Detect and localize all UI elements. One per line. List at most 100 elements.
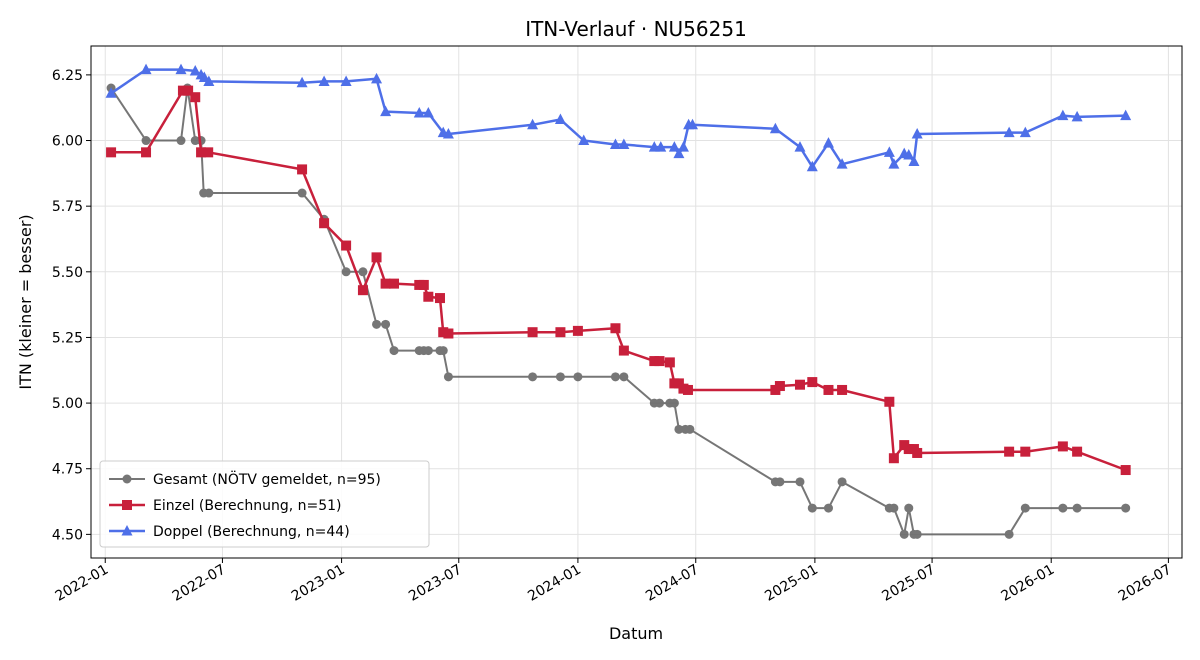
- data-point: [297, 188, 307, 198]
- data-point: [682, 384, 693, 395]
- data-point: [1120, 465, 1131, 476]
- legend-entry: [109, 525, 145, 536]
- y-tick-label: 6.00: [52, 134, 83, 150]
- series-circle: [106, 83, 1131, 539]
- data-point: [106, 147, 117, 158]
- data-point: [422, 106, 434, 118]
- data-point: [443, 328, 454, 339]
- x-tick-label: 2024-01: [525, 562, 584, 605]
- data-point: [837, 384, 848, 395]
- data-point: [655, 141, 667, 152]
- data-point: [371, 252, 382, 263]
- series-square: [106, 85, 1131, 476]
- data-point: [141, 136, 151, 146]
- data-point: [105, 87, 117, 98]
- data-point: [610, 372, 620, 382]
- data-point: [1020, 446, 1031, 457]
- x-tick-label: 2024-07: [643, 562, 702, 605]
- data-point: [1057, 109, 1069, 121]
- legend-entry: [109, 474, 145, 484]
- data-point: [1004, 446, 1015, 457]
- data-point: [903, 148, 915, 160]
- data-point: [654, 398, 664, 408]
- data-point: [318, 75, 330, 86]
- data-point: [807, 377, 818, 388]
- data-point: [618, 345, 629, 356]
- data-point: [196, 147, 207, 158]
- data-point: [297, 164, 308, 175]
- legend-box: [99, 460, 430, 548]
- data-point: [669, 398, 679, 408]
- data-point: [664, 357, 675, 368]
- x-axis-ticks: 2022-01 2022-07 2023-01 2023-07 2024-01 2024-…: [53, 558, 1174, 605]
- data-point: [1121, 503, 1131, 513]
- data-point: [413, 106, 425, 118]
- data-point: [904, 503, 914, 513]
- data-point: [1120, 109, 1132, 121]
- data-point: [795, 477, 805, 487]
- data-point: [884, 396, 895, 407]
- data-point: [775, 477, 785, 487]
- y-tick-label: 4.50: [52, 527, 83, 543]
- data-point: [889, 503, 899, 513]
- data-point: [371, 72, 383, 84]
- legend: Gesamt (NÖTV gemeldet, n=95) Einzel (Bere…: [99, 460, 430, 548]
- data-point: [794, 141, 806, 152]
- data-point: [190, 92, 201, 103]
- data-point: [442, 127, 454, 139]
- data-point: [883, 146, 895, 157]
- data-point: [555, 327, 566, 338]
- data-point: [769, 122, 781, 134]
- data-point: [423, 291, 434, 302]
- data-point: [1003, 126, 1015, 138]
- data-point: [687, 118, 699, 130]
- data-point: [794, 379, 805, 390]
- x-tick-label: 2023-01: [289, 562, 348, 605]
- plot-frame: [90, 45, 1183, 559]
- data-point: [443, 372, 453, 382]
- data-point: [434, 293, 445, 304]
- data-point: [908, 155, 920, 167]
- data-point: [1020, 503, 1030, 513]
- legend-label: Doppel (Berechnung, n=44): [153, 524, 350, 540]
- y-tick-label: 5.25: [52, 330, 83, 346]
- chart-title: ITN-Verlauf · NU56251: [525, 17, 747, 41]
- y-axis-ticks: 4.50 4.75 5.00 5.25 5.50 5.75 6.00 6.25: [52, 68, 91, 543]
- y-tick-label: 5.50: [52, 265, 83, 281]
- y-tick-label: 5.75: [52, 199, 83, 215]
- data-point: [673, 147, 685, 159]
- series-line: [110, 68, 1126, 169]
- data-point: [527, 327, 538, 338]
- data-point: [673, 378, 684, 389]
- data-point: [823, 503, 833, 513]
- x-tick-label: 2022-01: [53, 562, 112, 605]
- y-tick-label: 5.00: [52, 396, 83, 412]
- data-point: [677, 141, 689, 152]
- x-tick-label: 2023-07: [406, 562, 465, 605]
- data-point: [203, 147, 214, 158]
- data-point: [1057, 441, 1068, 452]
- data-point: [1058, 503, 1068, 513]
- data-point: [1071, 110, 1083, 122]
- data-point: [358, 267, 368, 277]
- data-point: [418, 279, 429, 290]
- data-point: [438, 346, 448, 356]
- data-point: [654, 356, 665, 367]
- data-point: [837, 477, 847, 487]
- data-point: [807, 503, 817, 513]
- data-point: [1004, 529, 1014, 539]
- y-tick-label: 6.25: [52, 68, 83, 84]
- data-point: [1072, 446, 1083, 457]
- data-point: [438, 327, 449, 338]
- data-point: [177, 85, 188, 96]
- data-point: [555, 372, 565, 382]
- data-point: [685, 424, 695, 434]
- series-triangle: [105, 63, 1132, 172]
- data-point: [911, 127, 923, 139]
- data-point: [527, 118, 539, 130]
- data-point: [389, 346, 399, 356]
- data-point: [668, 141, 680, 152]
- x-tick-label: 2026-01: [999, 562, 1058, 605]
- data-point: [609, 138, 621, 149]
- data-point: [836, 158, 848, 169]
